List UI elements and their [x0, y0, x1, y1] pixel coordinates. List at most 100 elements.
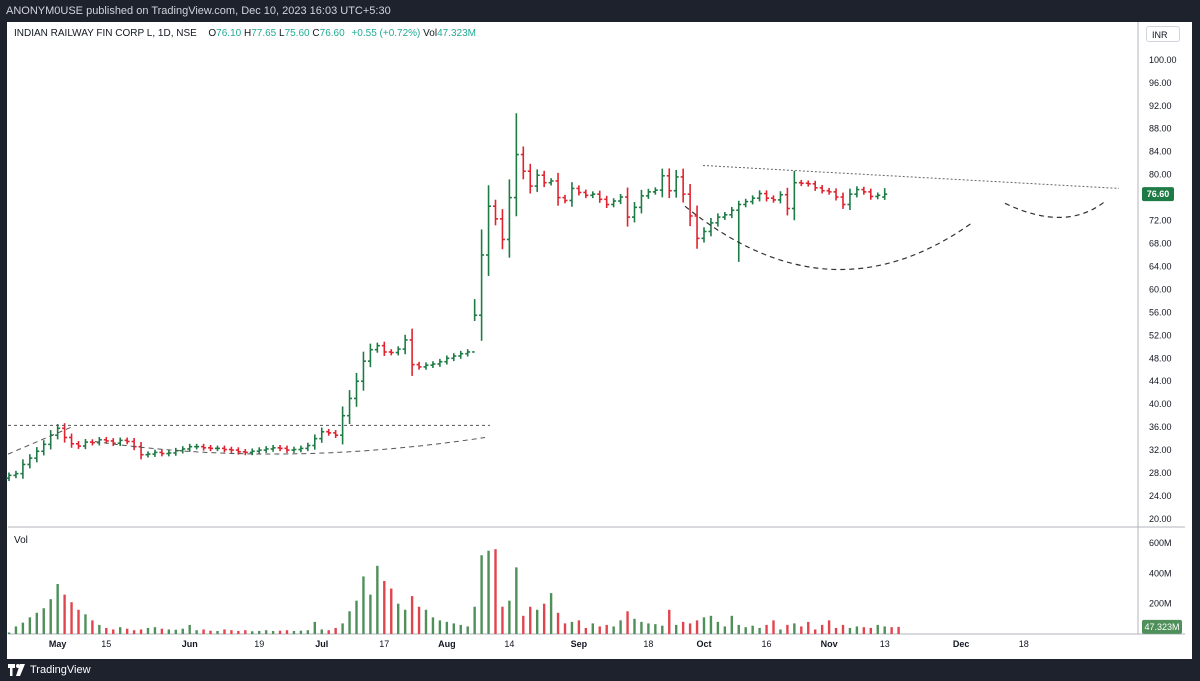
ohlc-bar — [819, 185, 825, 194]
volume-bar — [563, 623, 567, 634]
ohlc-bar — [152, 449, 158, 457]
price-tick-label: 80.00 — [1149, 170, 1172, 180]
volume-bar — [132, 630, 136, 634]
volume-bar — [14, 626, 18, 634]
time-tick-label: 18 — [1019, 639, 1029, 649]
time-tick-label: 19 — [254, 639, 264, 649]
volume-bar — [42, 608, 45, 634]
base-curve — [94, 436, 486, 455]
ohlc-bar — [20, 459, 26, 479]
tradingview-logo[interactable]: TradingView — [8, 662, 91, 678]
ohlc-bar — [187, 443, 193, 452]
volume-bar — [862, 627, 866, 634]
volume-bar — [695, 620, 699, 634]
volume-bar — [292, 630, 296, 634]
ohlc-bar — [27, 454, 33, 469]
ohlc-bar — [777, 191, 783, 204]
volume-bar — [146, 627, 150, 634]
ohlc-bar — [680, 168, 686, 203]
ohlc-bar — [736, 200, 742, 262]
ohlc-bar — [687, 184, 693, 227]
volume-value: 47.323M — [437, 28, 476, 39]
ohlc-bar — [465, 349, 471, 357]
ohlc-bar — [499, 209, 505, 250]
ohlc-bar — [13, 470, 19, 479]
volume-bar — [876, 624, 879, 634]
price-tick-label: 72.00 — [1149, 216, 1172, 226]
volume-bar — [730, 615, 733, 634]
ohlc-bar — [527, 163, 533, 194]
ohlc-bar — [319, 427, 325, 443]
volume-bar — [278, 630, 282, 634]
ohlc-bar — [69, 433, 75, 448]
ohlc-bar — [798, 179, 804, 187]
price-tick-label: 40.00 — [1149, 399, 1172, 409]
time-tick-label: Aug — [438, 639, 456, 649]
ohlc-bar — [597, 190, 603, 203]
volume-bar — [445, 621, 449, 634]
trendline-rise — [7, 425, 75, 455]
change-value: +0.55 (+0.72%) — [351, 28, 421, 39]
volume-bar — [56, 584, 59, 634]
volume-bar — [341, 623, 344, 634]
ohlc-bar — [117, 437, 123, 447]
last-volume-label: 47.323M — [1144, 622, 1179, 632]
ohlc-bar — [750, 195, 756, 205]
volume-bar — [765, 624, 768, 634]
volume-bar — [258, 630, 261, 634]
volume-bar — [598, 626, 601, 634]
volume-bar — [202, 629, 205, 634]
volume-bar — [355, 600, 358, 634]
ohlc-bar — [256, 447, 262, 455]
volume-bar — [167, 629, 171, 634]
volume-bar — [244, 630, 247, 634]
close-label: C — [312, 28, 320, 39]
ohlc-bar — [291, 446, 297, 453]
price-tick-label: 64.00 — [1149, 261, 1172, 271]
volume-bar — [299, 630, 303, 634]
ohlc-bar — [131, 437, 137, 451]
ohlc-bar — [645, 188, 651, 199]
ohlc-bar — [347, 390, 353, 424]
ohlc-bar — [305, 442, 311, 452]
volume-tick-label: 200M — [1149, 599, 1172, 609]
ohlc-bar — [882, 188, 888, 200]
volume-bar — [807, 621, 810, 634]
low-value: 75.60 — [284, 28, 310, 39]
price-tick-label: 36.00 — [1149, 422, 1172, 432]
volume-bar — [529, 606, 532, 634]
ohlc-bar — [138, 442, 144, 460]
ohlc-bar — [520, 146, 526, 180]
volume-bar — [681, 621, 685, 634]
ohlc-bar — [486, 185, 492, 276]
volume-bar — [21, 622, 25, 634]
publish-header: ANONYM0USE published on TradingView.com,… — [0, 0, 1200, 22]
volume-bar — [897, 626, 900, 634]
ohlc-bar — [840, 192, 846, 209]
volume-bar — [800, 626, 803, 634]
ohlc-bar — [611, 198, 617, 208]
volume-bar — [515, 567, 518, 634]
ohlc-bar — [34, 447, 40, 463]
volume-bar — [431, 617, 435, 634]
ohlc-bar — [76, 440, 81, 449]
volume-bar — [501, 606, 504, 634]
volume-bar — [313, 621, 316, 634]
volume-bar — [91, 620, 94, 634]
volume-bar — [77, 609, 80, 634]
ohlc-bar — [381, 341, 387, 356]
ohlc-bar — [201, 443, 207, 451]
volume-bar — [542, 603, 546, 634]
price-tick-label: 32.00 — [1149, 445, 1172, 455]
volume-bar — [549, 593, 553, 634]
volume-bar — [362, 576, 365, 634]
volume-bar — [230, 630, 233, 634]
ohlc-bar — [638, 189, 644, 214]
volume-bar — [369, 594, 372, 634]
ohlc-bar — [708, 217, 714, 237]
annotations — [7, 164, 1120, 455]
ohlc-bar — [722, 212, 728, 220]
currency-badge[interactable]: INR — [1146, 26, 1180, 42]
symbol-name[interactable]: INDIAN RAILWAY FIN CORP L, 1D, NSE — [14, 28, 197, 39]
